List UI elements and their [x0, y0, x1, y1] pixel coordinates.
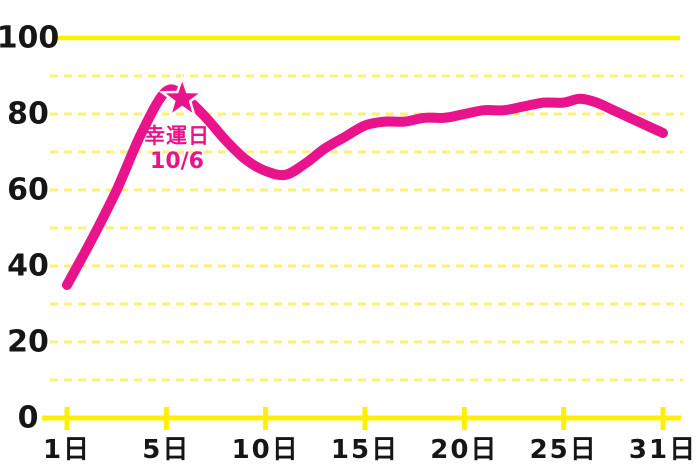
x-axis-label-31: 31日 — [629, 435, 697, 465]
y-axis-label-80: 80 — [7, 97, 49, 132]
y-axis-label-0: 0 — [18, 401, 39, 436]
x-axis-label-10: 10日 — [232, 435, 300, 465]
y-axis-label-100: 100 — [0, 21, 59, 56]
x-axis-label-1: 1日 — [43, 435, 91, 465]
y-axis-label-60: 60 — [7, 173, 49, 208]
x-axis-label-20: 20日 — [430, 435, 498, 465]
y-axis-label-20: 20 — [7, 325, 49, 360]
fortune-line — [62, 84, 668, 290]
y-axis-label-40: 40 — [7, 249, 49, 284]
lucky-day-star-icon — [158, 73, 206, 119]
x-axis-label-25: 25日 — [530, 435, 598, 465]
x-axis-label-5: 5日 — [142, 435, 190, 465]
x-axis-label-15: 15日 — [331, 435, 399, 465]
